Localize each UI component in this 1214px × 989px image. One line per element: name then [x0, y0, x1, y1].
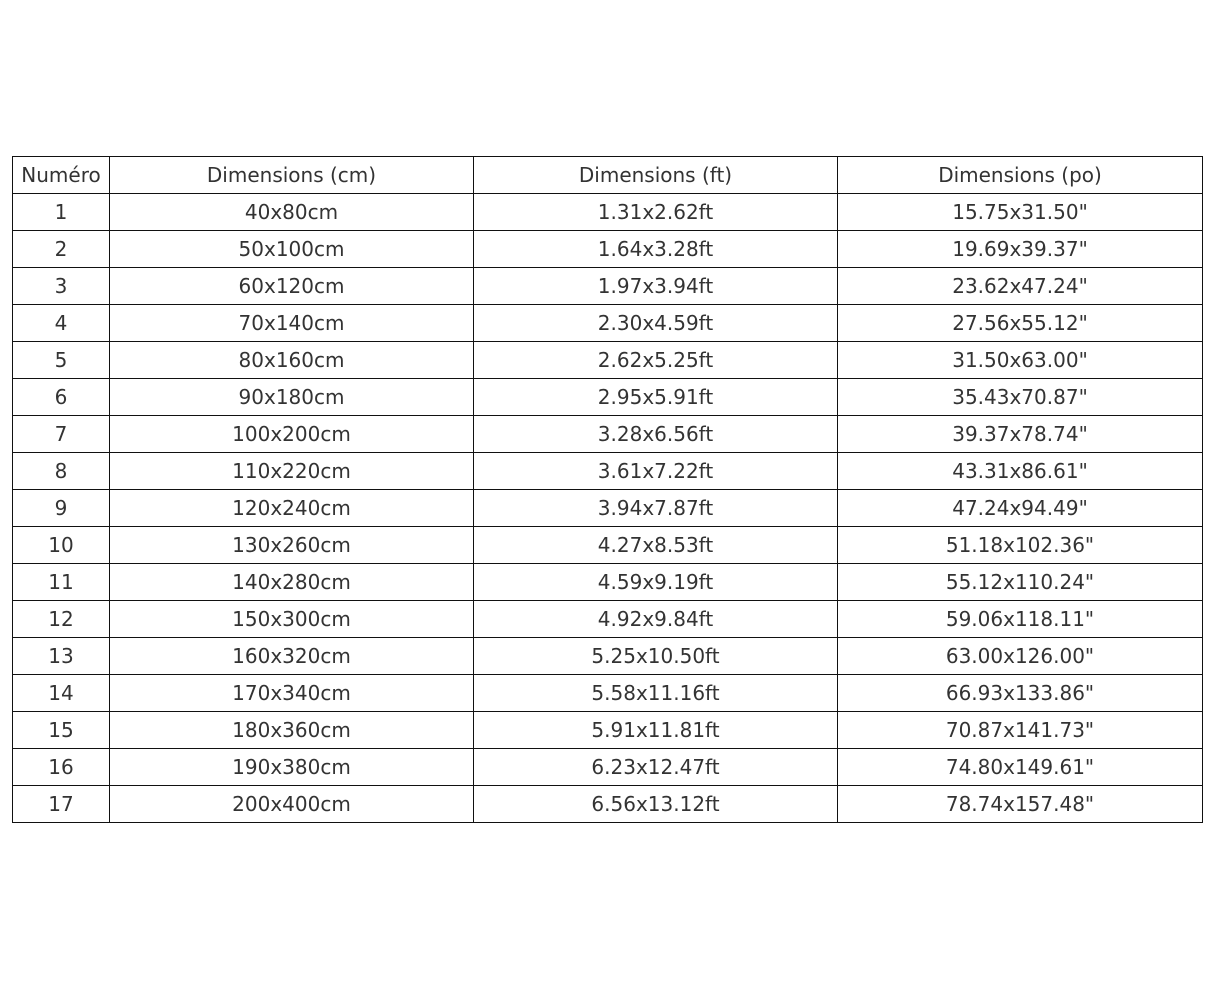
- cell-number: 4: [12, 304, 110, 342]
- table-row: 14 170x340cm 5.58x11.16ft 66.93x133.86": [12, 674, 1203, 712]
- cell-dimensions-ft: 2.62x5.25ft: [473, 341, 838, 379]
- table-row: 1 40x80cm 1.31x2.62ft 15.75x31.50": [12, 193, 1203, 231]
- cell-number: 5: [12, 341, 110, 379]
- cell-dimensions-in: 27.56x55.12": [837, 304, 1203, 342]
- cell-dimensions-ft: 4.27x8.53ft: [473, 526, 838, 564]
- cell-number: 11: [12, 563, 110, 601]
- header-dimensions-cm: Dimensions (cm): [109, 156, 474, 194]
- cell-dimensions-in: 51.18x102.36": [837, 526, 1203, 564]
- table-row: 4 70x140cm 2.30x4.59ft 27.56x55.12": [12, 304, 1203, 342]
- cell-number: 15: [12, 711, 110, 749]
- cell-number: 12: [12, 600, 110, 638]
- table-row: 17 200x400cm 6.56x13.12ft 78.74x157.48": [12, 785, 1203, 823]
- cell-dimensions-cm: 50x100cm: [109, 230, 474, 268]
- cell-dimensions-cm: 100x200cm: [109, 415, 474, 453]
- cell-number: 10: [12, 526, 110, 564]
- cell-dimensions-cm: 130x260cm: [109, 526, 474, 564]
- table-row: 11 140x280cm 4.59x9.19ft 55.12x110.24": [12, 563, 1203, 601]
- table-row: 15 180x360cm 5.91x11.81ft 70.87x141.73": [12, 711, 1203, 749]
- header-number: Numéro: [12, 156, 110, 194]
- cell-number: 8: [12, 452, 110, 490]
- cell-dimensions-ft: 4.92x9.84ft: [473, 600, 838, 638]
- cell-dimensions-in: 47.24x94.49": [837, 489, 1203, 527]
- cell-dimensions-ft: 2.30x4.59ft: [473, 304, 838, 342]
- cell-dimensions-ft: 1.97x3.94ft: [473, 267, 838, 305]
- cell-dimensions-cm: 90x180cm: [109, 378, 474, 416]
- header-row: Numéro Dimensions (cm) Dimensions (ft) D…: [12, 156, 1203, 194]
- cell-dimensions-ft: 3.94x7.87ft: [473, 489, 838, 527]
- cell-number: 3: [12, 267, 110, 305]
- cell-number: 16: [12, 748, 110, 786]
- table-row: 16 190x380cm 6.23x12.47ft 74.80x149.61": [12, 748, 1203, 786]
- cell-dimensions-ft: 3.61x7.22ft: [473, 452, 838, 490]
- cell-dimensions-in: 31.50x63.00": [837, 341, 1203, 379]
- cell-dimensions-in: 35.43x70.87": [837, 378, 1203, 416]
- cell-dimensions-in: 23.62x47.24": [837, 267, 1203, 305]
- cell-dimensions-in: 63.00x126.00": [837, 637, 1203, 675]
- size-table: Numéro Dimensions (cm) Dimensions (ft) D…: [12, 156, 1203, 823]
- table-row: 12 150x300cm 4.92x9.84ft 59.06x118.11": [12, 600, 1203, 638]
- table-row: 8 110x220cm 3.61x7.22ft 43.31x86.61": [12, 452, 1203, 490]
- cell-number: 1: [12, 193, 110, 231]
- cell-dimensions-cm: 200x400cm: [109, 785, 474, 823]
- cell-number: 7: [12, 415, 110, 453]
- cell-dimensions-in: 74.80x149.61": [837, 748, 1203, 786]
- cell-dimensions-cm: 70x140cm: [109, 304, 474, 342]
- header-dimensions-in: Dimensions (po): [837, 156, 1203, 194]
- cell-number: 6: [12, 378, 110, 416]
- cell-dimensions-in: 78.74x157.48": [837, 785, 1203, 823]
- table-body: 1 40x80cm 1.31x2.62ft 15.75x31.50" 2 50x100cm…: [12, 193, 1203, 823]
- cell-dimensions-in: 70.87x141.73": [837, 711, 1203, 749]
- cell-number: 17: [12, 785, 110, 823]
- cell-dimensions-ft: 6.23x12.47ft: [473, 748, 838, 786]
- table-row: 6 90x180cm 2.95x5.91ft 35.43x70.87": [12, 378, 1203, 416]
- table-row: 13 160x320cm 5.25x10.50ft 63.00x126.00": [12, 637, 1203, 675]
- cell-dimensions-ft: 5.91x11.81ft: [473, 711, 838, 749]
- cell-dimensions-in: 66.93x133.86": [837, 674, 1203, 712]
- cell-dimensions-ft: 5.58x11.16ft: [473, 674, 838, 712]
- cell-dimensions-cm: 190x380cm: [109, 748, 474, 786]
- table-row: 2 50x100cm 1.64x3.28ft 19.69x39.37": [12, 230, 1203, 268]
- table-row: 5 80x160cm 2.62x5.25ft 31.50x63.00": [12, 341, 1203, 379]
- cell-dimensions-ft: 1.64x3.28ft: [473, 230, 838, 268]
- cell-dimensions-in: 55.12x110.24": [837, 563, 1203, 601]
- table-row: 10 130x260cm 4.27x8.53ft 51.18x102.36": [12, 526, 1203, 564]
- cell-dimensions-ft: 5.25x10.50ft: [473, 637, 838, 675]
- table-header: Numéro Dimensions (cm) Dimensions (ft) D…: [12, 156, 1203, 194]
- cell-dimensions-ft: 1.31x2.62ft: [473, 193, 838, 231]
- cell-dimensions-in: 43.31x86.61": [837, 452, 1203, 490]
- cell-number: 2: [12, 230, 110, 268]
- cell-dimensions-in: 19.69x39.37": [837, 230, 1203, 268]
- cell-dimensions-cm: 180x360cm: [109, 711, 474, 749]
- cell-number: 9: [12, 489, 110, 527]
- cell-dimensions-ft: 3.28x6.56ft: [473, 415, 838, 453]
- cell-dimensions-in: 39.37x78.74": [837, 415, 1203, 453]
- cell-number: 13: [12, 637, 110, 675]
- cell-dimensions-cm: 160x320cm: [109, 637, 474, 675]
- table-row: 7 100x200cm 3.28x6.56ft 39.37x78.74": [12, 415, 1203, 453]
- cell-dimensions-ft: 6.56x13.12ft: [473, 785, 838, 823]
- cell-dimensions-cm: 150x300cm: [109, 600, 474, 638]
- cell-dimensions-cm: 120x240cm: [109, 489, 474, 527]
- header-dimensions-ft: Dimensions (ft): [473, 156, 838, 194]
- table-row: 3 60x120cm 1.97x3.94ft 23.62x47.24": [12, 267, 1203, 305]
- cell-dimensions-cm: 110x220cm: [109, 452, 474, 490]
- table-row: 9 120x240cm 3.94x7.87ft 47.24x94.49": [12, 489, 1203, 527]
- cell-dimensions-cm: 80x160cm: [109, 341, 474, 379]
- cell-dimensions-cm: 170x340cm: [109, 674, 474, 712]
- cell-dimensions-cm: 60x120cm: [109, 267, 474, 305]
- cell-dimensions-ft: 4.59x9.19ft: [473, 563, 838, 601]
- cell-dimensions-cm: 140x280cm: [109, 563, 474, 601]
- cell-dimensions-in: 15.75x31.50": [837, 193, 1203, 231]
- cell-dimensions-ft: 2.95x5.91ft: [473, 378, 838, 416]
- cell-number: 14: [12, 674, 110, 712]
- cell-dimensions-in: 59.06x118.11": [837, 600, 1203, 638]
- cell-dimensions-cm: 40x80cm: [109, 193, 474, 231]
